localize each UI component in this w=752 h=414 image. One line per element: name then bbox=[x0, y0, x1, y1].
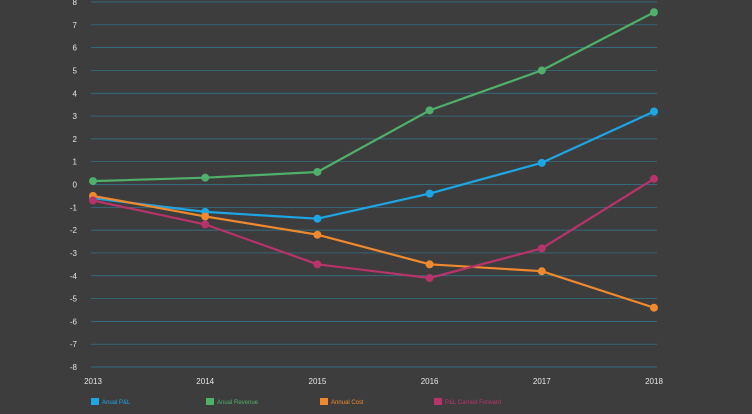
data-point bbox=[89, 196, 97, 205]
y-tick-label: 7 bbox=[73, 21, 78, 30]
data-point bbox=[201, 220, 210, 229]
data-point bbox=[313, 167, 322, 176]
legend-swatch bbox=[206, 398, 214, 405]
data-point bbox=[201, 212, 210, 221]
data-point bbox=[313, 260, 322, 269]
series-line bbox=[92, 177, 655, 280]
data-point bbox=[425, 106, 434, 115]
data-point bbox=[425, 260, 434, 269]
legend-swatch bbox=[91, 398, 99, 405]
y-tick-label: -5 bbox=[70, 295, 78, 304]
y-tick-label: 6 bbox=[73, 44, 78, 53]
data-point bbox=[313, 214, 322, 223]
y-tick-label: 8 bbox=[73, 0, 78, 7]
x-tick-label: 2014 bbox=[196, 377, 214, 386]
x-tick-label: 2013 bbox=[84, 377, 102, 386]
data-point bbox=[650, 303, 658, 312]
legend-label: Anual P&L bbox=[102, 400, 131, 406]
x-tick-label: 2016 bbox=[421, 377, 439, 386]
y-tick-label: -1 bbox=[70, 203, 78, 212]
data-point bbox=[89, 177, 97, 186]
y-tick-label: -3 bbox=[70, 249, 78, 258]
y-tick-label: 2 bbox=[73, 135, 78, 144]
y-tick-label: 5 bbox=[73, 66, 78, 75]
data-point bbox=[650, 8, 658, 17]
data-point bbox=[201, 173, 210, 182]
data-point bbox=[537, 244, 546, 253]
y-tick-label: 1 bbox=[73, 158, 78, 167]
legend-label: Annual Cost bbox=[331, 400, 364, 406]
series-line bbox=[92, 110, 655, 220]
legend-label: Anual Revenue bbox=[217, 400, 259, 406]
legend-label: P&L Carried Forward bbox=[445, 400, 501, 406]
y-tick-label: -6 bbox=[70, 317, 78, 326]
series-line bbox=[92, 194, 655, 309]
data-point bbox=[313, 230, 322, 239]
legend-swatch bbox=[320, 398, 328, 405]
series-line bbox=[92, 11, 655, 183]
y-tick-label: 0 bbox=[73, 181, 78, 190]
x-tick-label: 2017 bbox=[533, 377, 551, 386]
y-tick-label: -8 bbox=[70, 363, 78, 372]
y-tick-label: 4 bbox=[73, 89, 78, 98]
data-point bbox=[650, 107, 658, 116]
x-tick-label: 2018 bbox=[645, 377, 663, 386]
y-tick-label: -7 bbox=[70, 340, 78, 349]
x-tick-label: 2015 bbox=[309, 377, 327, 386]
data-point bbox=[537, 158, 546, 167]
data-point bbox=[425, 274, 434, 283]
legend-swatch bbox=[434, 398, 442, 405]
data-point bbox=[425, 189, 434, 198]
y-tick-label: -2 bbox=[70, 226, 78, 235]
data-point bbox=[537, 267, 546, 276]
y-tick-label: 3 bbox=[73, 112, 78, 121]
data-point bbox=[650, 174, 658, 183]
data-point bbox=[537, 66, 546, 75]
y-tick-label: -4 bbox=[70, 272, 78, 281]
